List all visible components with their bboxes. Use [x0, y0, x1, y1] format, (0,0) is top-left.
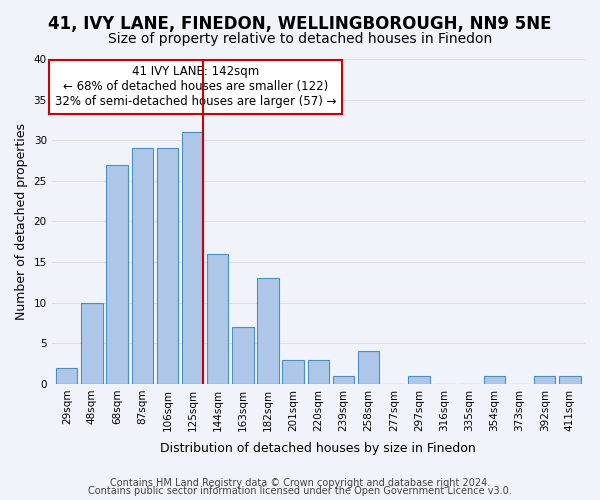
Bar [81, 302, 103, 384]
Text: Contains HM Land Registry data © Crown copyright and database right 2024.: Contains HM Land Registry data © Crown c… [110, 478, 490, 488]
Bar [484, 376, 505, 384]
Text: Size of property relative to detached houses in Finedon: Size of property relative to detached ho… [108, 32, 492, 46]
Bar [131, 148, 153, 384]
Bar [157, 148, 178, 384]
Bar [283, 360, 304, 384]
Bar [308, 360, 329, 384]
Bar [56, 368, 77, 384]
Text: 41, IVY LANE, FINEDON, WELLINGBOROUGH, NN9 5NE: 41, IVY LANE, FINEDON, WELLINGBOROUGH, N… [48, 15, 552, 33]
Bar [559, 376, 581, 384]
Text: Contains public sector information licensed under the Open Government Licence v3: Contains public sector information licen… [88, 486, 512, 496]
Bar [333, 376, 354, 384]
Bar [232, 327, 254, 384]
Bar [408, 376, 430, 384]
Y-axis label: Number of detached properties: Number of detached properties [15, 123, 28, 320]
Bar [207, 254, 229, 384]
Bar [106, 164, 128, 384]
X-axis label: Distribution of detached houses by size in Finedon: Distribution of detached houses by size … [160, 442, 476, 455]
Text: 41 IVY LANE: 142sqm
← 68% of detached houses are smaller (122)
32% of semi-detac: 41 IVY LANE: 142sqm ← 68% of detached ho… [55, 66, 337, 108]
Bar [358, 352, 379, 384]
Bar [534, 376, 556, 384]
Bar [257, 278, 279, 384]
Bar [182, 132, 203, 384]
